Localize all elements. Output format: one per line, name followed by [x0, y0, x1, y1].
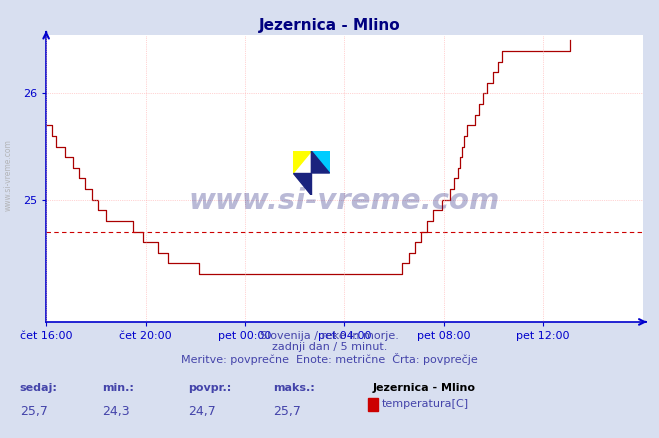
- Text: Jezernica - Mlino: Jezernica - Mlino: [372, 383, 475, 393]
- Text: www.si-vreme.com: www.si-vreme.com: [4, 139, 13, 211]
- Polygon shape: [293, 151, 312, 173]
- Polygon shape: [312, 151, 330, 173]
- Text: www.si-vreme.com: www.si-vreme.com: [188, 187, 500, 215]
- Polygon shape: [293, 173, 312, 195]
- Text: 24,3: 24,3: [102, 405, 130, 418]
- Text: Meritve: povprečne  Enote: metrične  Črta: povprečje: Meritve: povprečne Enote: metrične Črta:…: [181, 353, 478, 364]
- Text: povpr.:: povpr.:: [188, 383, 231, 393]
- Text: Slovenija / reke in morje.: Slovenija / reke in morje.: [260, 331, 399, 341]
- Text: 24,7: 24,7: [188, 405, 215, 418]
- Text: maks.:: maks.:: [273, 383, 315, 393]
- Text: temperatura[C]: temperatura[C]: [382, 399, 469, 409]
- Text: zadnji dan / 5 minut.: zadnji dan / 5 minut.: [272, 342, 387, 352]
- Text: sedaj:: sedaj:: [20, 383, 57, 393]
- Text: 25,7: 25,7: [273, 405, 301, 418]
- Polygon shape: [312, 151, 330, 173]
- Text: Jezernica - Mlino: Jezernica - Mlino: [259, 18, 400, 32]
- Text: 25,7: 25,7: [20, 405, 47, 418]
- Text: min.:: min.:: [102, 383, 134, 393]
